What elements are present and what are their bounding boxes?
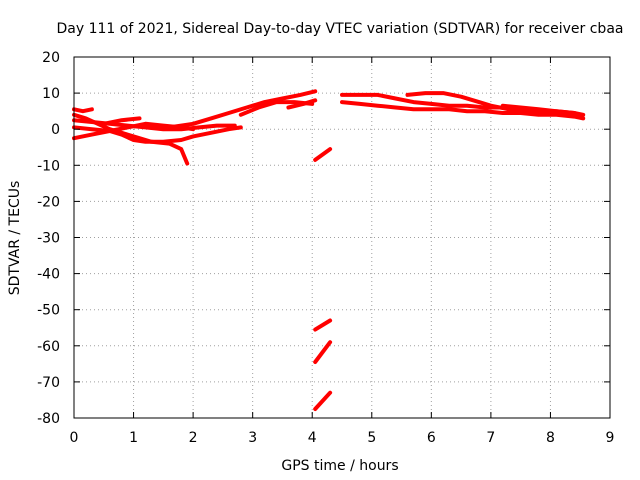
y-tick-label: 10 [42, 86, 60, 102]
series-arc-6 [101, 116, 142, 126]
x-tick-label: 1 [129, 430, 138, 446]
y-tick-labels: 20 10 0 -10 -20 -30 -40 -50 -60 -70 -80 [37, 50, 60, 427]
axis-ticks [73, 56, 611, 419]
y-tick-label: -10 [37, 158, 60, 174]
y-tick-label: -60 [37, 339, 60, 355]
x-tick-label: 3 [248, 430, 257, 446]
series-arc-5 [72, 125, 243, 144]
x-tick-label: 4 [308, 430, 317, 446]
x-tick-label: 9 [606, 430, 615, 446]
x-tick-label: 5 [367, 430, 376, 446]
y-tick-label: -70 [37, 375, 60, 391]
x-tick-labels: 0 1 2 3 4 5 6 7 8 9 [70, 430, 615, 446]
series-arc-13 [313, 390, 333, 411]
x-tick-label: 8 [546, 430, 555, 446]
series-arc-7 [167, 89, 318, 130]
series-arc-1 [72, 107, 94, 114]
y-tick-label: 20 [42, 50, 60, 66]
y-axis-label: SDTVAR / TECUs [7, 181, 23, 296]
grid-lines [74, 57, 610, 418]
series-arc-16 [405, 91, 583, 119]
y-tick-label: -30 [37, 231, 60, 247]
series-arc-3 [72, 112, 190, 166]
x-tick-label: 6 [427, 430, 436, 446]
y-tick-label: -80 [37, 411, 60, 427]
data-series [72, 89, 586, 411]
series-arc-10 [313, 147, 333, 162]
x-tick-label: 2 [189, 430, 198, 446]
series-arc-9 [286, 98, 318, 110]
y-tick-label: 0 [51, 122, 60, 138]
y-tick-label: -20 [37, 194, 60, 210]
x-tick-label: 0 [70, 430, 79, 446]
x-axis-label: GPS time / hours [281, 458, 398, 474]
y-tick-label: -50 [37, 303, 60, 319]
series-arc-17 [500, 103, 577, 115]
chart-title: Day 111 of 2021, Sidereal Day-to-day VTE… [57, 21, 624, 37]
y-tick-label: -40 [37, 267, 60, 283]
series-arc-2 [72, 118, 237, 132]
series-arc-12 [313, 340, 333, 364]
series-arc-11 [313, 318, 333, 332]
x-tick-label: 7 [486, 430, 495, 446]
